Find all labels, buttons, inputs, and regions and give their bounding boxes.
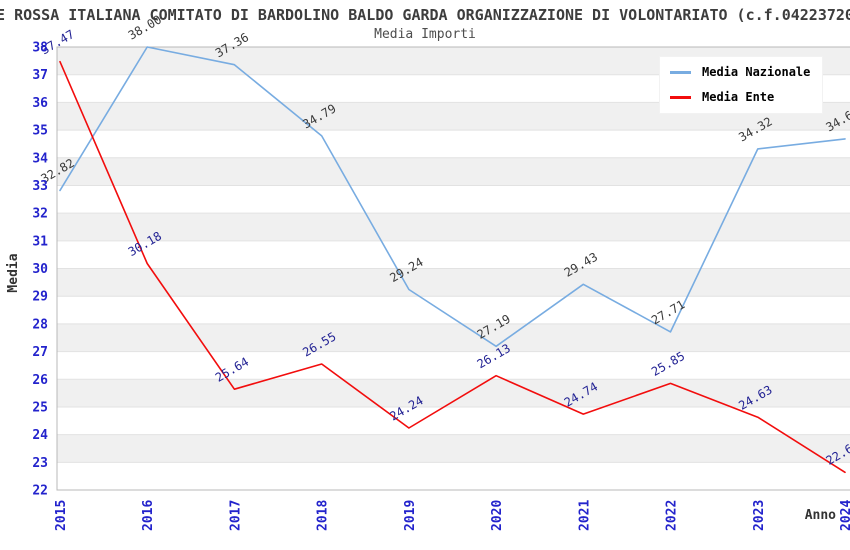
x-tick-label: 2019	[403, 500, 418, 531]
grid-band	[57, 351, 850, 380]
x-tick-label: 2016	[141, 500, 156, 531]
grid-band	[57, 434, 850, 463]
x-tick-label: 2018	[316, 500, 331, 531]
grid-band	[57, 323, 850, 352]
y-tick-label: 29	[32, 290, 48, 305]
y-tick-label: 36	[32, 96, 48, 111]
page-title: E ROSSA ITALIANA COMITATO DI BARDOLINO B…	[0, 6, 850, 24]
y-tick-label: 26	[32, 373, 48, 388]
y-axis-title: Media	[6, 253, 21, 292]
y-tick-label: 25	[32, 400, 48, 415]
grid-band	[57, 462, 850, 490]
y-tick-label: 28	[32, 317, 48, 332]
grid-band	[57, 296, 850, 324]
x-tick-label: 2024	[839, 500, 850, 531]
legend-label: Media Ente	[702, 90, 775, 104]
grid-band	[57, 268, 850, 297]
legend-line-sample-nazionale	[670, 70, 691, 74]
chart-subtitle: Media Importi	[374, 27, 476, 42]
legend-line-sample-ente	[670, 95, 691, 99]
grid-band	[57, 185, 850, 214]
y-tick-label: 33	[32, 179, 48, 194]
x-axis-title: Anno	[805, 508, 836, 523]
y-tick-label: 24	[32, 428, 48, 443]
x-tick-label: 2015	[54, 500, 69, 531]
grid-band	[57, 213, 850, 241]
grid-band	[57, 240, 850, 269]
grid-band	[57, 406, 850, 435]
plot-border	[56, 46, 850, 491]
y-tick-label: 22	[32, 484, 48, 499]
series-line-media-ente	[59, 60, 846, 474]
x-tick-label: 2022	[665, 500, 680, 531]
legend-label: Media Nazionale	[702, 65, 811, 79]
x-tick-label: 2017	[228, 500, 243, 531]
y-tick-label: 32	[32, 207, 48, 222]
grid-band	[57, 157, 850, 186]
grid-band	[57, 379, 850, 407]
y-tick-label: 35	[32, 124, 48, 139]
y-tick-label: 23	[32, 456, 48, 471]
chart-legend: Media Nazionale Media Ente	[659, 56, 824, 114]
y-tick-label: 37	[32, 68, 48, 83]
y-tick-label: 27	[32, 345, 48, 360]
y-tick-label: 31	[32, 234, 48, 249]
y-tick-label: 30	[32, 262, 48, 277]
y-tick-label: 34	[32, 151, 48, 166]
data-point-label-media-nazionale: 38.00	[126, 12, 164, 42]
x-tick-label: 2021	[577, 500, 592, 531]
series-line-media-nazionale	[59, 46, 846, 348]
legend-item-media-ente: Media Ente	[670, 90, 810, 104]
x-tick-label: 2023	[752, 500, 767, 531]
x-tick-label: 2020	[490, 500, 505, 531]
grid-band	[57, 130, 850, 158]
y-tick-label: 38	[32, 41, 48, 56]
legend-item-media-nazionale: Media Nazionale	[670, 65, 810, 79]
